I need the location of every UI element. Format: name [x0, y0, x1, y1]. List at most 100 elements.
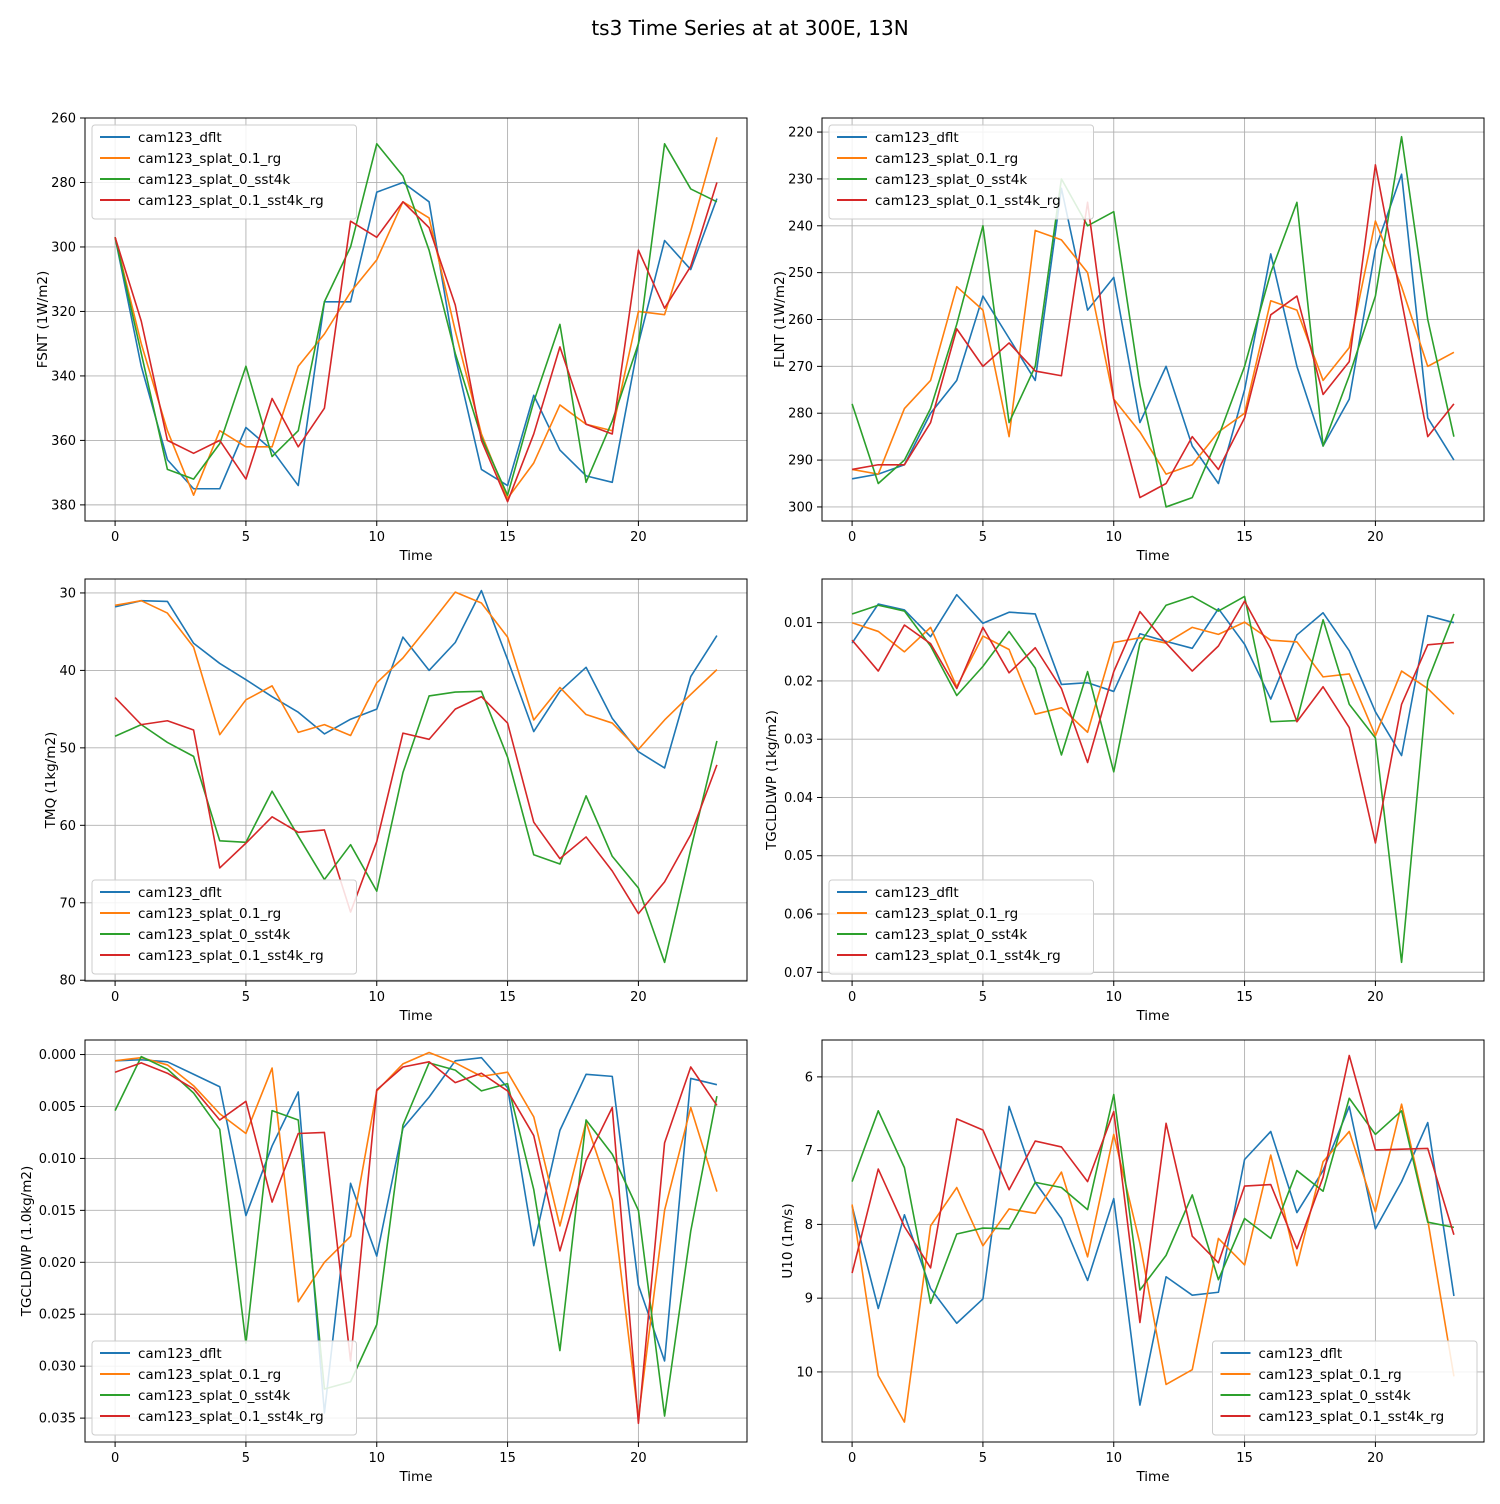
x-tick-label: 5 — [242, 1451, 250, 1466]
series-line-3 — [114, 690, 718, 964]
x-tick-label: 15 — [499, 530, 516, 545]
legend-box — [828, 879, 1094, 975]
x-tick-label: 10 — [368, 1451, 385, 1466]
x-tick-label: 20 — [1367, 530, 1384, 545]
legend-label: cam123_splat_0.1_rg — [138, 1367, 281, 1383]
x-tick-label: 5 — [242, 990, 250, 1005]
legend-label: cam123_dflt — [1259, 1346, 1343, 1362]
legend-label: cam123_dflt — [875, 885, 959, 901]
x-axis-label: Time — [1135, 1008, 1169, 1024]
y-tick-label: 0.010 — [39, 1152, 76, 1167]
y-tick-label: 6 — [805, 1070, 813, 1085]
series-line-2 — [114, 591, 718, 751]
legend-label: cam123_splat_0_sst4k — [138, 1388, 290, 1404]
axes-frame — [821, 578, 1485, 982]
legend-label: cam123_splat_0_sst4k — [875, 927, 1027, 943]
series-line-1 — [851, 1105, 1455, 1406]
y-tick-label: 290 — [788, 454, 813, 469]
subplot-1: 0 5 10 15 20 260 280 300 320 340 360 380 Time FSNT (1… — [35, 112, 748, 564]
series-line-4 — [114, 182, 718, 503]
y-tick-label: 240 — [788, 219, 813, 234]
y-tick-label: 0.005 — [39, 1100, 76, 1115]
y-tick-label: 270 — [788, 360, 813, 375]
legend-label: cam123_splat_0.1_sst4k_rg — [875, 948, 1061, 964]
legend-label: cam123_dflt — [875, 130, 959, 146]
y-axis-label: U10 (1m/s) — [780, 1203, 796, 1278]
subplot-5: 0 5 10 15 20 0.000 0.005 0.010 0.015 0.020 0.025 0.… — [19, 1039, 748, 1485]
legend: cam123_dflt cam123_splat_0.1_rg cam123_spl… — [91, 1340, 357, 1436]
x-tick-label: 5 — [979, 990, 987, 1005]
y-tick-label: 50 — [59, 741, 76, 756]
x-tick-label: 15 — [499, 990, 516, 1005]
x-tick-label: 20 — [1367, 1451, 1384, 1466]
subplot-4: 0 5 10 15 20 0.01 0.02 0.03 0.04 0.05 0.06 0.07 Time… — [764, 578, 1485, 1024]
legend-box — [91, 124, 357, 220]
x-axis-label: Time — [398, 1008, 432, 1024]
x-tick-label: 0 — [848, 530, 856, 545]
y-tick-label: 40 — [59, 664, 76, 679]
y-tick-label: 0.035 — [39, 1412, 76, 1427]
legend-label: cam123_splat_0_sst4k — [875, 172, 1027, 188]
series-line-1 — [115, 1056, 718, 1414]
x-tick-label: 15 — [1236, 990, 1253, 1005]
figure-title: ts3 Time Series at at 300E, 13N — [591, 16, 909, 40]
x-tick-label: 0 — [111, 530, 119, 545]
axes-frame — [821, 1039, 1485, 1443]
y-tick-label: 0.03 — [784, 733, 813, 748]
legend-label: cam123_splat_0.1_rg — [1259, 1367, 1402, 1383]
x-tick-label: 5 — [979, 530, 987, 545]
legend-label: cam123_dflt — [138, 130, 222, 146]
y-tick-label: 280 — [788, 407, 813, 422]
legend-label: cam123_splat_0.1_sst4k_rg — [1259, 1409, 1445, 1425]
series-line-3 — [851, 595, 1455, 964]
y-axis-label: TGCLDLWP (1kg/m2) — [764, 710, 780, 851]
legend-label: cam123_splat_0.1_rg — [875, 151, 1018, 167]
x-tick-label: 20 — [630, 1451, 647, 1466]
y-axis-label: FSNT (1W/m2) — [35, 271, 51, 369]
y-tick-label: 300 — [788, 500, 813, 515]
y-axis-label: FLNT (1W/m2) — [772, 271, 788, 368]
x-tick-label: 10 — [368, 530, 385, 545]
x-tick-label: 0 — [848, 1451, 856, 1466]
y-tick-label: 9 — [805, 1292, 813, 1307]
x-tick-label: 20 — [630, 530, 647, 545]
legend-box — [91, 879, 357, 975]
y-tick-label: 220 — [788, 126, 813, 141]
legend-label: cam123_splat_0.1_sst4k_rg — [138, 948, 324, 964]
series-line-2 — [114, 1051, 718, 1419]
y-tick-label: 0.02 — [784, 674, 813, 689]
y-tick-label: 60 — [59, 819, 76, 834]
x-tick-label: 0 — [111, 990, 119, 1005]
legend-label: cam123_splat_0_sst4k — [138, 172, 290, 188]
legend-label: cam123_splat_0.1_sst4k_rg — [875, 193, 1061, 209]
y-tick-label: 230 — [788, 172, 813, 187]
legend-box — [828, 124, 1094, 220]
y-tick-label: 0.025 — [39, 1308, 76, 1323]
series-line-1 — [851, 173, 1455, 485]
x-tick-label: 5 — [242, 530, 250, 545]
y-tick-label: 8 — [805, 1218, 813, 1233]
legend-label: cam123_splat_0.1_sst4k_rg — [138, 193, 324, 209]
series-line-4 — [851, 164, 1455, 499]
y-tick-label: 250 — [788, 266, 813, 281]
y-tick-label: 30 — [59, 586, 76, 601]
x-tick-label: 20 — [630, 990, 647, 1005]
legend: cam123_dflt cam123_splat_0.1_rg cam123_spl… — [828, 879, 1094, 975]
axes-frame — [84, 117, 748, 522]
y-tick-label: 280 — [51, 176, 76, 191]
series-line-2 — [851, 621, 1455, 737]
legend-label: cam123_dflt — [138, 1346, 222, 1362]
y-tick-label: 0.06 — [784, 908, 813, 923]
x-tick-label: 10 — [1105, 1451, 1122, 1466]
legend: cam123_dflt cam123_splat_0.1_rg cam123_spl… — [1212, 1340, 1478, 1436]
x-tick-label: 15 — [1236, 530, 1253, 545]
y-tick-label: 0.030 — [39, 1360, 76, 1375]
series-line-4 — [851, 600, 1454, 844]
legend-label: cam123_splat_0.1_rg — [138, 906, 281, 922]
y-tick-label: 360 — [51, 434, 76, 449]
legend-box — [1212, 1340, 1478, 1436]
y-tick-label: 260 — [788, 313, 813, 328]
x-axis-label: Time — [398, 1469, 432, 1485]
